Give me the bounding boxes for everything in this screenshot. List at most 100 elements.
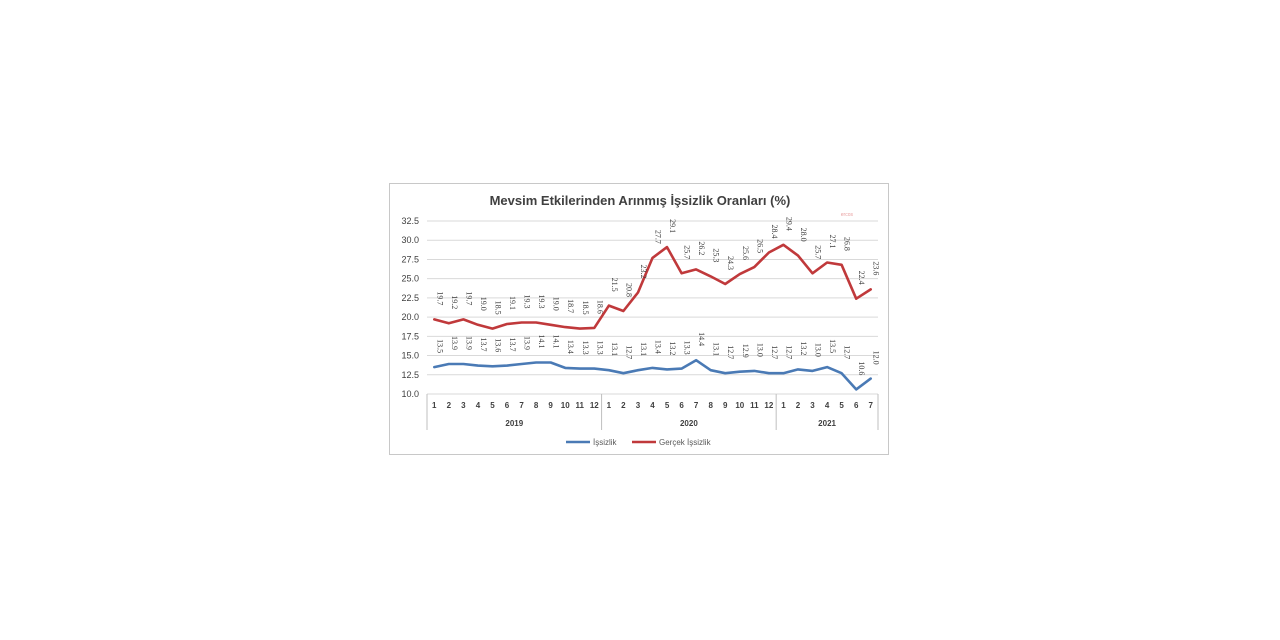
x-tick-label: 3 — [810, 401, 815, 410]
data-label: 13.5 — [435, 339, 444, 353]
data-label: 26.2 — [697, 241, 706, 255]
data-label: 13.2 — [668, 341, 677, 355]
data-label: 13.1 — [639, 342, 648, 356]
x-tick-label: 4 — [476, 401, 481, 410]
x-tick-label: 11 — [750, 401, 759, 410]
data-label: 19.7 — [435, 291, 444, 305]
y-axis-ticks: 10.0 12.5 15.0 17.5 20.0 22.5 25.0 27.5 30.0 32.5 — [401, 216, 419, 399]
y-tick-label: 17.5 — [401, 331, 419, 341]
data-label: 13.9 — [464, 336, 473, 350]
data-label: 19.1 — [508, 296, 517, 310]
data-label: 12.9 — [741, 344, 750, 358]
data-label: 25.7 — [814, 245, 823, 259]
data-label: 20.8 — [624, 283, 633, 297]
data-label: 12.0 — [872, 351, 881, 365]
x-tick-label: 6 — [505, 401, 510, 410]
data-label: 12.7 — [843, 345, 852, 359]
y-tick-label: 30.0 — [401, 235, 419, 245]
x-tick-label: 10 — [735, 401, 744, 410]
y-tick-label: 27.5 — [401, 254, 419, 264]
x-axis: 1 2 3 4 5 6 7 8 9 10 11 12 1 2 3 4 5 6 7 8 9 10 11 12 1 2 3 4 5 6 7201… — [426, 394, 879, 430]
data-label: 13.0 — [755, 343, 764, 357]
year-group-label: 2021 — [818, 419, 836, 428]
data-label: 19.3 — [537, 294, 546, 308]
x-tick-label: 3 — [636, 401, 641, 410]
data-label: 12.7 — [770, 345, 779, 359]
data-label: 13.5 — [828, 339, 837, 353]
y-tick-label: 10.0 — [401, 389, 419, 399]
x-tick-label: 4 — [650, 401, 655, 410]
data-label: 19.7 — [464, 291, 473, 305]
data-label: 18.5 — [581, 301, 590, 315]
data-label: 12.7 — [624, 345, 633, 359]
x-tick-label: 8 — [708, 401, 713, 410]
data-label: 13.3 — [581, 341, 590, 355]
data-label: 13.1 — [610, 342, 619, 356]
data-label: 19.0 — [552, 297, 561, 311]
x-tick-label: 2 — [447, 401, 452, 410]
data-label: 27.1 — [828, 235, 837, 249]
data-label: 25.7 — [683, 245, 692, 259]
data-label: 13.3 — [595, 341, 604, 355]
x-tick-label: 4 — [825, 401, 830, 410]
data-label: 21.5 — [610, 278, 619, 292]
x-tick-label: 5 — [839, 401, 844, 410]
data-label: 23.2 — [639, 265, 648, 279]
data-label: 13.9 — [450, 336, 459, 350]
data-label: 13.1 — [712, 342, 721, 356]
y-tick-label: 20.0 — [401, 312, 419, 322]
x-tick-label: 6 — [679, 401, 684, 410]
x-tick-label: 5 — [665, 401, 670, 410]
x-tick-label: 1 — [781, 401, 786, 410]
gridlines — [427, 220, 878, 395]
x-tick-label: 1 — [432, 401, 437, 410]
x-tick-label: 9 — [723, 401, 728, 410]
x-tick-label: 7 — [868, 401, 873, 410]
legend-label: İşsizlik — [593, 438, 618, 447]
x-tick-label: 2 — [796, 401, 801, 410]
data-label: 14.1 — [552, 334, 561, 348]
data-label: 19.2 — [450, 295, 459, 309]
chart-frame: Mevsim Etkilerinden Arınmış İşsizlik Ora… — [389, 183, 889, 455]
data-label: 13.7 — [508, 338, 517, 352]
x-tick-label: 11 — [576, 401, 585, 410]
x-tick-label: 5 — [490, 401, 495, 410]
data-label: 28.4 — [770, 225, 779, 239]
x-tick-label: 6 — [854, 401, 859, 410]
x-tick-label: 10 — [561, 401, 570, 410]
x-tick-label: 12 — [590, 401, 599, 410]
x-tick-label: 2 — [621, 401, 626, 410]
year-group-label: 2020 — [680, 419, 698, 428]
data-label: 13.7 — [479, 338, 488, 352]
x-tick-label: 8 — [534, 401, 539, 410]
x-tick-label: 12 — [764, 401, 773, 410]
y-tick-label: 32.5 — [401, 216, 419, 226]
data-label: 26.8 — [843, 237, 852, 251]
data-label: 25.6 — [741, 246, 750, 260]
data-label: 25.3 — [712, 248, 721, 262]
data-label: 13.0 — [814, 343, 823, 357]
data-label: 29.4 — [784, 217, 793, 231]
year-group-label: 2019 — [505, 419, 523, 428]
y-tick-label: 22.5 — [401, 293, 419, 303]
data-label: 24.3 — [726, 256, 735, 270]
x-tick-label: 3 — [461, 401, 466, 410]
line-chart: Mevsim Etkilerinden Arınmış İşsizlik Ora… — [401, 193, 880, 447]
data-labels: 13.5 13.9 13.9 13.7 13.6 13.7 13.9 14.1 14.1 13.4… — [435, 217, 880, 376]
data-label: 13.6 — [493, 338, 502, 352]
data-label: 10.6 — [857, 361, 866, 375]
x-tick-label: 7 — [519, 401, 524, 410]
data-label: 13.4 — [654, 340, 663, 354]
watermark-text: ercos — [841, 212, 854, 218]
data-label: 29.1 — [668, 219, 677, 233]
data-label: 13.2 — [799, 341, 808, 355]
series-line-1 — [432, 243, 873, 330]
y-tick-label: 12.5 — [401, 370, 419, 380]
data-label: 12.7 — [726, 345, 735, 359]
data-label: 18.6 — [595, 300, 604, 314]
y-tick-label: 25.0 — [401, 274, 419, 284]
data-label: 23.6 — [872, 261, 881, 275]
x-tick-label: 7 — [694, 401, 699, 410]
data-label: 12.7 — [784, 345, 793, 359]
legend-label: Gerçek İşsizlik — [659, 438, 712, 447]
